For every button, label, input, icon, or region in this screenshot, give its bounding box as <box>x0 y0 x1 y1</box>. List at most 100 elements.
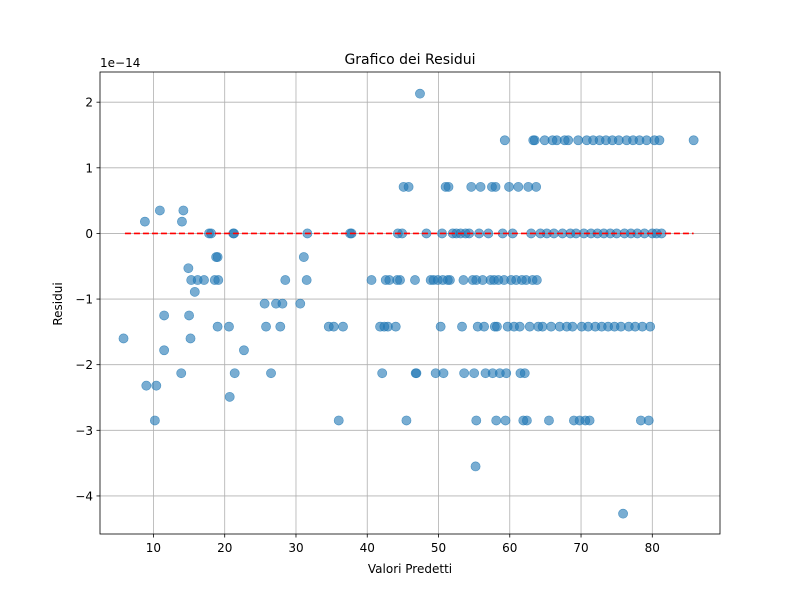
data-point <box>139 216 150 227</box>
data-point <box>259 298 270 309</box>
data-point <box>189 286 200 297</box>
data-point <box>459 368 470 379</box>
data-point <box>435 321 446 332</box>
y-tick-label: −4 <box>75 489 93 503</box>
data-point <box>504 181 514 192</box>
data-point <box>366 275 377 285</box>
data-point <box>584 415 595 426</box>
data-point <box>141 380 152 391</box>
data-point <box>224 391 235 402</box>
data-point <box>395 275 405 285</box>
data-point <box>328 321 339 332</box>
data-point <box>277 298 288 309</box>
y-axis-ticks: −4 −3 −2 −1 0 1 2 <box>75 96 100 503</box>
data-point <box>546 321 557 332</box>
data-point <box>491 415 502 426</box>
data-point <box>177 216 187 227</box>
data-point <box>688 135 699 146</box>
data-point <box>514 321 525 332</box>
data-point <box>443 181 454 192</box>
data-point <box>469 368 480 379</box>
y-axis-offset-label: 1e−14 <box>100 56 140 70</box>
data-point <box>184 310 194 321</box>
data-point <box>513 181 524 192</box>
data-point <box>275 321 286 332</box>
data-point <box>118 333 129 344</box>
data-point <box>390 321 401 332</box>
data-point <box>457 321 467 332</box>
data-point <box>438 368 449 379</box>
data-point <box>415 88 425 99</box>
y-axis-label: Residui <box>51 282 65 325</box>
y-tick-label: −3 <box>75 424 93 438</box>
data-point <box>544 415 554 426</box>
data-point <box>261 321 271 332</box>
data-point <box>199 275 209 285</box>
data-point <box>212 321 223 332</box>
data-point <box>411 368 422 379</box>
data-point <box>149 415 160 426</box>
data-point <box>529 135 540 146</box>
x-tick-label: 10 <box>146 541 161 555</box>
data-point <box>403 181 414 192</box>
x-tick-label: 80 <box>645 541 660 555</box>
data-point <box>501 368 512 379</box>
data-point <box>266 368 276 379</box>
y-tick-label: −1 <box>75 293 93 307</box>
data-point <box>212 252 223 262</box>
data-point <box>229 368 240 379</box>
x-tick-label: 30 <box>288 541 303 555</box>
data-point <box>470 461 481 472</box>
data-point <box>531 181 542 192</box>
data-point <box>183 263 194 274</box>
data-point <box>531 275 542 285</box>
x-axis-ticks: 10 20 30 40 50 60 70 80 <box>146 534 660 555</box>
data-point <box>338 321 348 332</box>
y-tick-label: 2 <box>85 96 93 110</box>
axes-frame <box>99 71 721 535</box>
data-point <box>537 321 548 332</box>
data-point <box>301 275 312 285</box>
data-point <box>410 275 420 285</box>
data-point <box>151 380 162 391</box>
data-point <box>377 368 388 379</box>
data-point <box>224 321 234 332</box>
data-point <box>159 345 170 356</box>
data-point <box>654 135 665 146</box>
data-point <box>471 415 482 426</box>
data-point <box>573 135 584 146</box>
x-tick-label: 20 <box>217 541 232 555</box>
x-tick-label: 70 <box>573 541 588 555</box>
data-point <box>213 275 224 285</box>
data-point <box>499 135 510 146</box>
data-point <box>159 310 170 321</box>
data-point <box>298 252 309 262</box>
data-point <box>445 275 455 285</box>
data-point <box>295 298 306 309</box>
data-point <box>500 415 511 426</box>
x-tick-label: 60 <box>502 541 517 555</box>
data-point <box>643 415 654 426</box>
data-point <box>185 333 196 344</box>
data-point <box>475 181 486 192</box>
data-point <box>563 135 574 146</box>
data-point <box>524 321 535 332</box>
data-point <box>466 181 477 192</box>
data-point <box>458 275 469 285</box>
x-axis-label: Valori Predetti <box>368 562 452 576</box>
data-point <box>519 368 530 379</box>
data-point <box>401 415 412 426</box>
y-tick-label: −2 <box>75 358 93 372</box>
data-point <box>490 181 501 192</box>
y-tick-label: 0 <box>85 227 93 241</box>
y-tick-label: 1 <box>85 161 93 175</box>
data-point <box>176 368 187 379</box>
chart-title: Grafico dei Residui <box>344 52 475 68</box>
data-point <box>618 508 628 519</box>
data-point <box>521 415 532 426</box>
data-point <box>280 275 291 285</box>
data-point <box>333 415 344 426</box>
data-point <box>154 205 165 216</box>
